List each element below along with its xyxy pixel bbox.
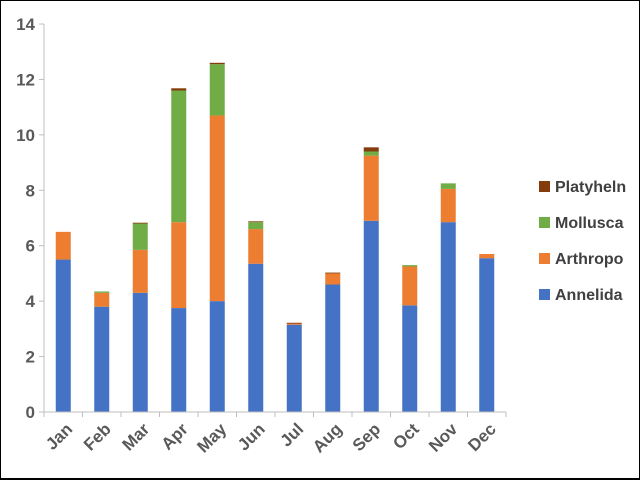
legend-label-mollusca: Mollusca <box>555 215 624 232</box>
bar-annelida-apr <box>171 308 187 412</box>
bar-arthropo-aug <box>325 273 341 285</box>
bar-mollusca-mar <box>132 223 148 250</box>
bar-annelida-sep <box>363 220 379 412</box>
bar-annelida-feb <box>94 306 110 412</box>
bar-annelida-may <box>209 301 225 412</box>
y-tick-label: 2 <box>26 348 35 367</box>
legend-label-annelida: Annelida <box>555 287 623 304</box>
x-tick-label-oct: Oct <box>389 419 423 453</box>
bar-annelida-nov <box>440 222 456 412</box>
x-tick-label-nov: Nov <box>425 419 462 456</box>
bar-annelida-aug <box>325 284 341 412</box>
bar-platyheln-sep <box>363 147 379 152</box>
bar-platyheln-aug <box>325 272 341 274</box>
bar-annelida-mar <box>132 292 148 412</box>
bar-mollusca-sep <box>363 151 379 156</box>
bar-mollusca-may <box>209 64 225 116</box>
bar-mollusca-feb <box>94 291 110 293</box>
legend-label-platyheln: Platyheln <box>555 179 626 196</box>
bar-arthropo-jul <box>286 323 302 325</box>
y-tick-label: 8 <box>26 181 35 200</box>
legend-swatch-mollusca <box>539 217 550 228</box>
legend-swatch-platyheln <box>539 181 550 192</box>
bar-annelida-jan <box>55 259 71 412</box>
x-tick-label-aug: Aug <box>309 420 346 457</box>
bar-platyheln-may <box>209 62 225 65</box>
y-tick-label: 12 <box>16 70 35 89</box>
bar-platyheln-jul <box>286 322 302 324</box>
bar-arthropo-may <box>209 115 225 302</box>
bar-platyheln-mar <box>132 222 148 224</box>
y-tick-label: 10 <box>16 126 35 145</box>
bar-arthropo-apr <box>171 222 187 309</box>
x-tick-label-dec: Dec <box>464 420 499 455</box>
bar-arthropo-jun <box>248 229 264 264</box>
bar-arthropo-mar <box>132 249 148 293</box>
y-tick-label: 14 <box>16 15 35 34</box>
legend-swatch-arthropo <box>539 253 550 264</box>
bar-mollusca-apr <box>171 90 187 223</box>
bar-arthropo-feb <box>94 292 110 307</box>
legend-swatch-annelida <box>539 289 550 300</box>
bar-arthropo-sep <box>363 155 379 221</box>
bar-arthropo-oct <box>402 266 418 306</box>
bar-annelida-dec <box>479 258 495 412</box>
bar-arthropo-dec <box>479 254 495 259</box>
x-tick-label-jul: Jul <box>276 420 307 451</box>
bar-annelida-jul <box>286 324 302 412</box>
bar-annelida-jun <box>248 263 264 412</box>
bar-platyheln-jun <box>248 221 264 223</box>
x-tick-label-jun: Jun <box>234 420 269 455</box>
bar-mollusca-jun <box>248 222 264 230</box>
legend-label-arthropo: Arthropo <box>555 251 624 268</box>
bar-mollusca-nov <box>440 183 456 189</box>
x-tick-label-mar: Mar <box>118 419 153 454</box>
bar-mollusca-oct <box>402 265 418 267</box>
y-tick-label: 6 <box>26 237 35 256</box>
x-tick-label-sep: Sep <box>349 420 384 455</box>
x-tick-label-may: May <box>193 419 230 456</box>
y-tick-label: 0 <box>26 403 35 422</box>
x-tick-label-apr: Apr <box>158 419 192 453</box>
legend: Platyheln Mollusca Arthropo Annelida <box>539 179 626 304</box>
x-tick-label-feb: Feb <box>80 420 115 455</box>
bar-arthropo-jan <box>55 231 71 260</box>
x-tick-label-jan: Jan <box>42 420 76 454</box>
bar-annelida-oct <box>402 305 418 412</box>
bars-layer <box>55 62 495 412</box>
bar-platyheln-apr <box>171 88 187 91</box>
bar-arthropo-nov <box>440 188 456 223</box>
y-tick-label: 4 <box>26 292 36 311</box>
